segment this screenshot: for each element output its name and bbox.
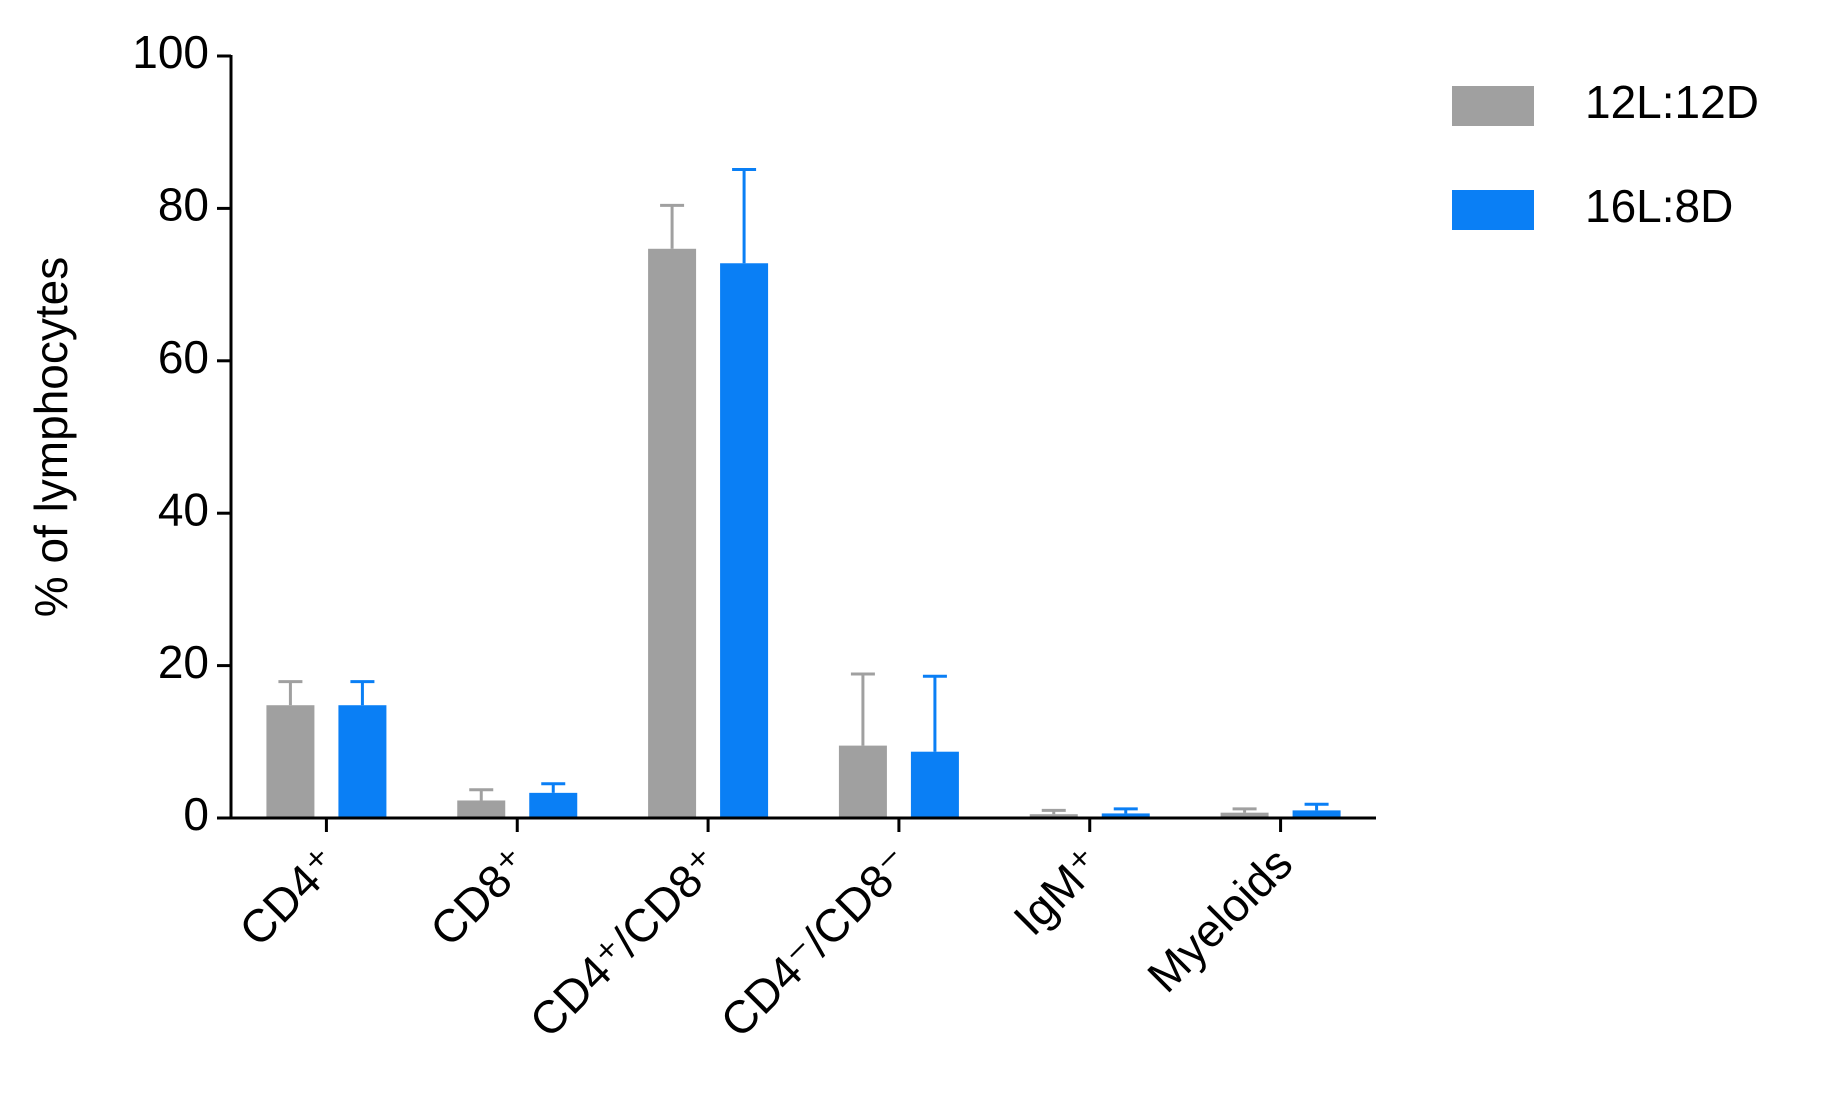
x-tick-label: CD8⁺ bbox=[420, 837, 539, 956]
bar bbox=[720, 263, 769, 818]
bar bbox=[648, 248, 697, 818]
x-tick-label: CD4⁺ bbox=[229, 837, 348, 956]
x-tick-label: IgM⁺ bbox=[1003, 837, 1111, 945]
y-axis-label: % of lymphocytes bbox=[25, 257, 77, 617]
bar bbox=[338, 705, 387, 818]
y-tick-label: 0 bbox=[183, 788, 209, 840]
y-tick-label: 20 bbox=[158, 636, 209, 688]
legend-label: 16L:8D bbox=[1585, 180, 1733, 232]
y-tick-label: 80 bbox=[158, 179, 209, 231]
bar bbox=[1029, 814, 1078, 818]
y-tick-label: 100 bbox=[132, 26, 209, 78]
bar bbox=[529, 792, 578, 818]
bar bbox=[266, 705, 315, 818]
bar bbox=[910, 751, 959, 818]
legend-swatch bbox=[1452, 86, 1534, 126]
y-tick-label: 40 bbox=[158, 483, 209, 535]
bar bbox=[1220, 812, 1269, 818]
legend-label: 12L:12D bbox=[1585, 76, 1759, 128]
x-tick-label: CD4⁻/CD8⁻ bbox=[710, 837, 920, 1047]
x-tick-label: Myeloids bbox=[1137, 837, 1302, 1002]
x-tick-label: CD4⁺/CD8⁺ bbox=[519, 837, 729, 1047]
bar bbox=[457, 800, 506, 818]
y-tick-label: 60 bbox=[158, 331, 209, 383]
bar bbox=[1101, 813, 1150, 818]
bar bbox=[1292, 810, 1341, 818]
legend-swatch bbox=[1452, 190, 1534, 230]
bar bbox=[838, 745, 887, 818]
